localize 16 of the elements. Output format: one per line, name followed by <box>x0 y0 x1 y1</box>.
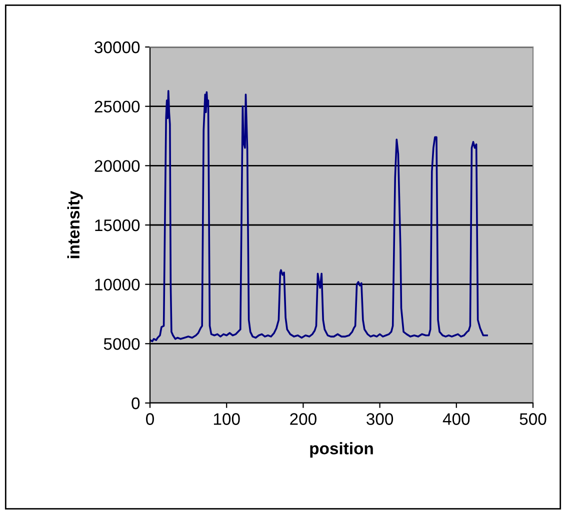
line-series <box>150 90 488 342</box>
x-tick-label: 0 <box>146 413 154 425</box>
y-tick-label: 20000 <box>94 160 140 172</box>
x-axis-title: position <box>310 442 373 458</box>
x-tick-label: 100 <box>214 413 240 425</box>
y-tick-label: 15000 <box>95 219 140 232</box>
y-tick-label: 0 <box>132 397 140 410</box>
x-tick-label: 300 <box>366 413 394 425</box>
x-tick-label: 500 <box>520 413 546 425</box>
x-tick-label: 200 <box>290 413 316 425</box>
y-tick-label: 25000 <box>94 100 140 113</box>
y-tick-label: 10000 <box>95 278 140 291</box>
y-axis-title: intensity <box>67 190 83 258</box>
y-tick-label: 5000 <box>104 338 140 350</box>
x-tick-label: 400 <box>442 413 470 425</box>
y-tick-label: 30000 <box>94 41 140 54</box>
